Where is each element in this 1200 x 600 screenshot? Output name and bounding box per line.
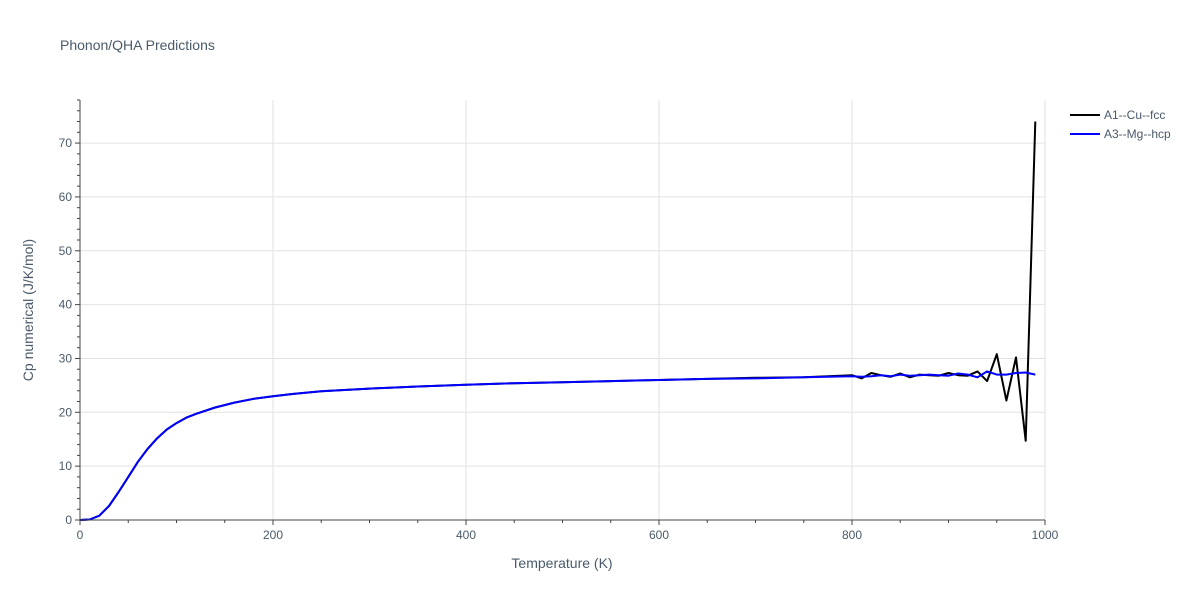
x-tick-label: 0 — [77, 528, 84, 542]
y-tick-label: 0 — [65, 513, 72, 527]
legend-label[interactable]: A1--Cu--fcc — [1104, 108, 1165, 122]
x-tick-label: 800 — [842, 528, 862, 542]
y-tick-label: 60 — [59, 190, 73, 204]
chart-title: Phonon/QHA Predictions — [60, 37, 215, 53]
x-tick-label: 400 — [456, 528, 476, 542]
x-tick-label: 600 — [649, 528, 669, 542]
series-line-2[interactable] — [79, 370, 1036, 521]
x-tick-label: 200 — [263, 528, 283, 542]
y-tick-label: 30 — [59, 351, 73, 365]
y-tick-label: 40 — [59, 298, 73, 312]
axes: 0 200 400 600 800 1000 0 10 20 30 40 50 60 70 — [59, 99, 1059, 542]
y-tick-label: 10 — [59, 459, 73, 473]
legend[interactable]: A1--Cu--fcc A3--Mg--hcp — [1070, 108, 1171, 141]
legend-label[interactable]: A3--Mg--hcp — [1104, 127, 1171, 141]
y-axis-title: Cp numerical (J/K/mol) — [20, 239, 36, 381]
grid — [80, 100, 1046, 520]
plot-area[interactable] — [79, 121, 1037, 521]
y-tick-label: 70 — [59, 136, 73, 150]
series-line-1[interactable] — [79, 121, 1037, 521]
x-axis-title: Temperature (K) — [511, 555, 612, 571]
x-tick-label: 1000 — [1032, 528, 1059, 542]
y-tick-label: 50 — [59, 244, 73, 258]
y-tick-label: 20 — [59, 405, 73, 419]
